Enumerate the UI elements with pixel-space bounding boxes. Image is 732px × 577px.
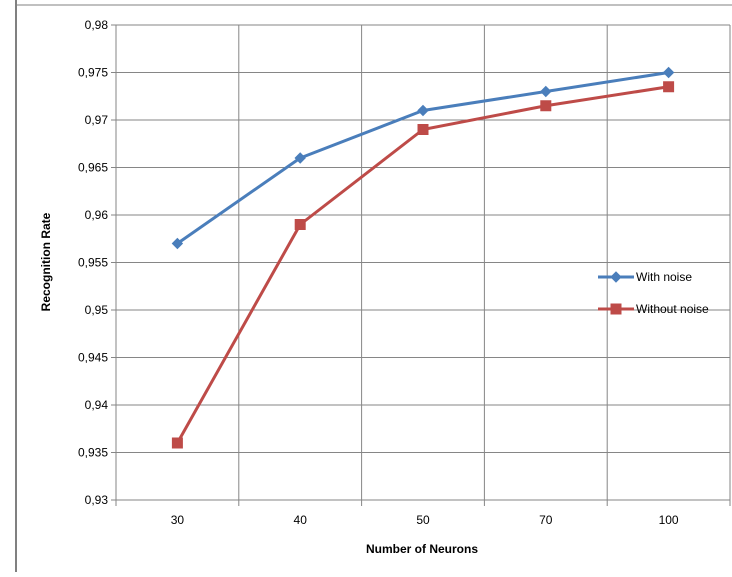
x-tick-label: 30 xyxy=(171,513,185,527)
x-tick-label: 40 xyxy=(294,513,308,527)
legend-marker xyxy=(610,271,622,283)
data-point xyxy=(171,437,183,449)
data-point xyxy=(662,66,675,79)
legend-label: With noise xyxy=(636,270,692,284)
y-tick-label: 0,955 xyxy=(78,256,108,270)
data-point xyxy=(171,237,184,250)
x-tick-label: 100 xyxy=(659,513,679,527)
series-with-noise xyxy=(171,66,675,250)
y-tick-label: 0,975 xyxy=(78,66,108,80)
data-point xyxy=(294,219,306,230)
x-tick-labels: 30 40 50 70 100 xyxy=(171,513,679,527)
y-tick-label: 0,96 xyxy=(85,208,109,222)
data-point xyxy=(417,124,429,135)
y-tick-label: 0,935 xyxy=(78,446,108,460)
x-axis-title: Number of Neurons xyxy=(366,542,478,556)
data-point xyxy=(663,81,675,93)
data-point xyxy=(417,104,429,117)
gridlines xyxy=(116,24,731,501)
series-group xyxy=(171,66,675,449)
y-tick-labels: 0,93 0,935 0,94 0,945 0,95 0,955 0,96 0,965 0,97… xyxy=(78,18,108,507)
series-without-noise xyxy=(171,81,675,449)
legend-item: Without noise xyxy=(598,302,709,316)
y-tick-label: 0,98 xyxy=(85,18,109,32)
y-axis-title: Recognition Rate xyxy=(39,212,53,311)
legend-item: With noise xyxy=(598,270,692,284)
legend-label: Without noise xyxy=(636,302,709,316)
y-tick-label: 0,95 xyxy=(85,303,109,317)
y-tick-label: 0,93 xyxy=(85,493,109,507)
axes xyxy=(111,24,731,506)
y-tick-label: 0,97 xyxy=(85,113,109,127)
legend: With noise Without noise xyxy=(598,270,709,316)
legend-marker xyxy=(610,303,622,315)
y-tick-label: 0,965 xyxy=(78,161,108,175)
data-point xyxy=(540,85,552,98)
series-line xyxy=(176,85,669,444)
x-tick-label: 70 xyxy=(539,513,553,527)
y-tick-label: 0,94 xyxy=(85,398,109,412)
y-tick-label: 0,945 xyxy=(78,351,108,365)
x-tick-label: 50 xyxy=(416,513,430,527)
data-point xyxy=(294,152,306,164)
data-point xyxy=(540,100,552,112)
